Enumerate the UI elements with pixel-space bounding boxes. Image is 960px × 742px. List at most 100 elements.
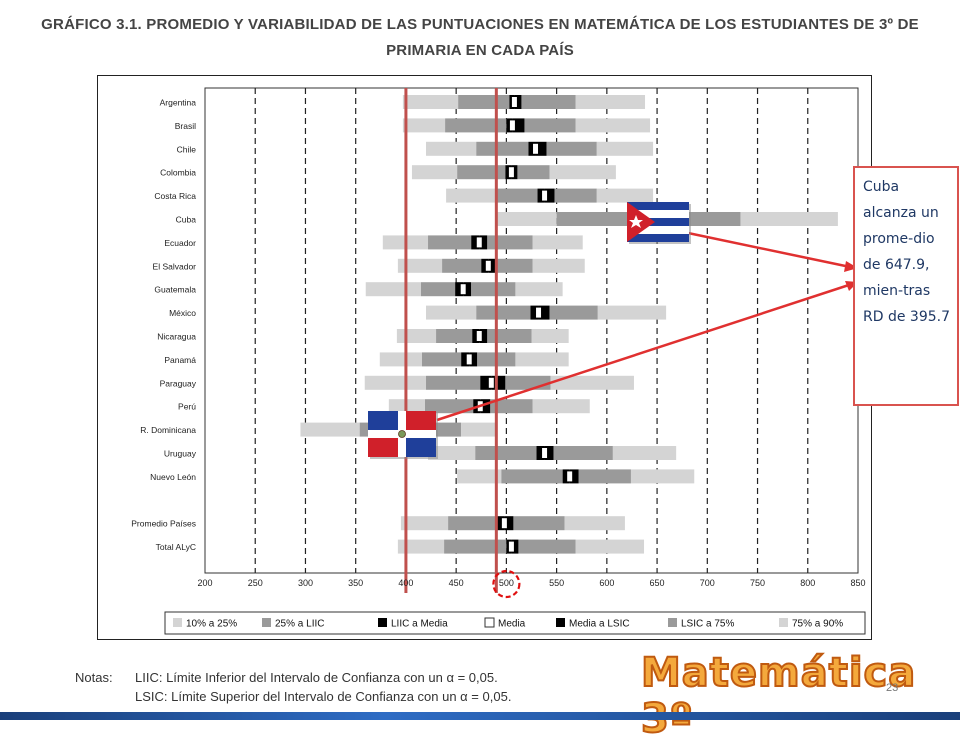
row-label: R. Dominicana: [140, 425, 196, 435]
bar-10-25: [400, 516, 449, 531]
row-label: Argentina: [160, 98, 197, 108]
cuba-flag-stripe: [627, 226, 689, 234]
bar-25-liic: [420, 282, 456, 297]
bar-media-lsic: [469, 352, 478, 367]
bar-10-25: [428, 446, 476, 460]
bar-25-liic: [476, 141, 529, 156]
bar-liic-media: [496, 516, 505, 531]
legend-swatch: [173, 618, 182, 627]
arrow-cuba: [687, 231, 856, 270]
bar-lsic-75: [578, 469, 631, 484]
bar-liic-media: [461, 352, 470, 367]
arrow-cuba-head: [844, 261, 858, 272]
legend-label: Media: [498, 619, 526, 630]
bar-media-lsic: [511, 539, 519, 554]
bar-75-90: [575, 539, 645, 554]
bar-25-liic: [444, 539, 507, 554]
bar-lsic-75: [546, 141, 597, 156]
bar-liic-media: [528, 141, 536, 156]
bar-75-90: [740, 212, 838, 226]
row-label: Promedio Países: [131, 519, 196, 529]
cuba-flag-star: [629, 215, 643, 228]
bar-lsic-75: [487, 235, 533, 250]
bar-lsic-75: [553, 446, 613, 460]
bar-10-25: [402, 95, 459, 109]
media-marker: [487, 376, 495, 389]
row-label: Total ALyC: [156, 542, 196, 552]
chart-svg: Argentina Brasil Chile Colombia Costa Rica Cu…: [131, 87, 866, 635]
bar-liic-media: [472, 329, 480, 343]
bar-media-lsic: [544, 188, 555, 203]
bar-75-90: [532, 258, 585, 273]
bar-25-liic: [426, 375, 481, 390]
bar-75-90: [515, 352, 569, 367]
x-tick-label: 500: [499, 578, 514, 588]
bar-media-lsic: [479, 235, 488, 250]
bar-media-lsic: [480, 399, 491, 414]
bar-75-90: [575, 118, 651, 133]
bar-25-liic: [448, 516, 497, 531]
x-tick-label: 850: [850, 578, 865, 588]
bar-lsic-75: [496, 258, 533, 273]
legend-swatch: [484, 617, 495, 628]
dr-flag-q4: [406, 438, 436, 457]
bar-media-lsic: [544, 446, 554, 460]
cuba-flag-stripe: [627, 234, 689, 242]
bar-lsic-75: [521, 95, 576, 109]
bar-liic-media: [536, 446, 545, 460]
bar-10-25: [446, 188, 497, 203]
legend-box: [164, 611, 866, 635]
bar-lsic-75: [487, 329, 532, 343]
bar-liic-media: [537, 188, 545, 203]
bar-10-25: [397, 539, 445, 554]
row-label: México: [169, 308, 196, 318]
bar-lsic-75: [505, 375, 551, 390]
highlight-circle: [492, 569, 521, 599]
media-marker: [507, 166, 515, 179]
x-tick-label: 750: [750, 578, 765, 588]
bar-lsic-75: [549, 305, 598, 320]
row-label: Uruguay: [164, 449, 197, 459]
bar-lsic-75: [490, 399, 533, 414]
bar-media-lsic: [538, 305, 550, 320]
legend-swatch: [668, 618, 677, 627]
row-label: Paraguay: [160, 378, 197, 388]
bar-75-90: [549, 165, 616, 180]
bar-25-liic: [421, 352, 462, 367]
bar-10-25: [426, 305, 477, 320]
bar-lsic-75: [513, 516, 565, 531]
row-label: Colombia: [160, 168, 196, 178]
bar-75-90: [596, 188, 654, 203]
bar-media-lsic: [535, 141, 547, 156]
bar-media-lsic: [569, 469, 579, 484]
x-tick-label: 550: [549, 578, 564, 588]
media-marker: [566, 470, 574, 483]
x-tick-label: 800: [800, 578, 815, 588]
dr-flag-emblem: [398, 430, 406, 438]
bar-10-25: [397, 258, 443, 273]
bar-25-liic: [475, 446, 537, 460]
dr-flag-q1: [368, 411, 398, 430]
x-tick-label: 300: [298, 578, 313, 588]
media-marker: [475, 330, 483, 342]
bar-liic-media: [530, 305, 539, 320]
bar-75-90: [612, 446, 677, 460]
bar-liic-media: [562, 469, 570, 484]
media-marker: [508, 119, 516, 132]
bottom-bar: [0, 712, 960, 720]
bar-10-25: [426, 141, 477, 156]
media-marker: [465, 353, 473, 366]
bar-75-90: [532, 399, 590, 414]
bar-media-lsic: [488, 258, 497, 273]
row-label: Chile: [177, 144, 197, 154]
bar-25-liic: [476, 305, 531, 320]
bar-10-25: [402, 118, 446, 133]
media-marker: [532, 142, 540, 155]
bar-liic-media: [481, 258, 489, 273]
row-label: El Salvador: [153, 261, 197, 271]
row-label: Guatemala: [154, 285, 196, 295]
bar-media-lsic: [479, 329, 488, 343]
legend-swatch: [556, 618, 565, 627]
legend-label: LIIC a Media: [391, 619, 448, 630]
legend-label: 75% a 90%: [792, 619, 843, 630]
